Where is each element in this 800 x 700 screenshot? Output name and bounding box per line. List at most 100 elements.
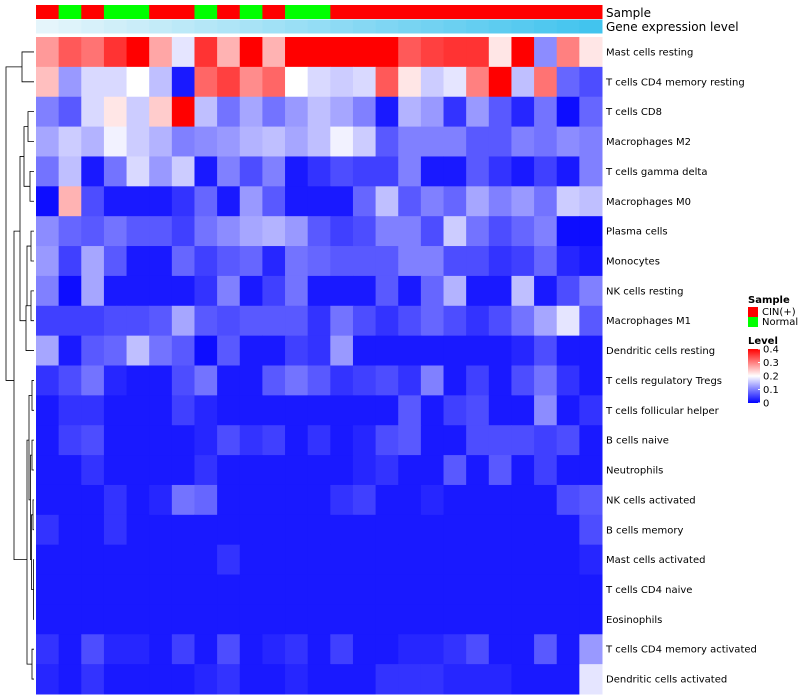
heatmap-cell [149, 305, 173, 337]
gene-expression-annotation-cell [217, 19, 241, 34]
heatmap-cell [126, 186, 150, 217]
heatmap-cell [239, 484, 263, 516]
heatmap-cell [307, 634, 331, 665]
heatmap-cell [285, 246, 309, 277]
heatmap-cell [239, 574, 263, 605]
heatmap-cell [58, 66, 82, 98]
heatmap-cell [488, 305, 512, 337]
heatmap-cell [534, 664, 558, 695]
row-label: Macrophages M2 [606, 137, 691, 148]
heatmap-cell [217, 425, 241, 456]
heatmap-cell [443, 335, 467, 366]
heatmap-cell [420, 275, 445, 307]
heatmap-cell [375, 335, 399, 366]
heatmap-cell [579, 216, 603, 247]
heatmap-cell [262, 275, 286, 307]
heatmap-cell [330, 275, 354, 307]
heatmap-cell [239, 246, 263, 277]
heatmap-cell [194, 246, 218, 277]
heatmap-cell [149, 544, 173, 576]
heatmap-cell [511, 275, 535, 307]
heatmap-cell [239, 604, 263, 635]
heatmap-cell [579, 484, 603, 516]
legend-sample-swatch [748, 307, 758, 317]
heatmap-cell [58, 335, 82, 366]
heatmap-cell [126, 544, 150, 576]
heatmap-cell [194, 156, 218, 187]
heatmap-cell [171, 634, 195, 665]
heatmap-cell [375, 664, 399, 695]
heatmap-cell [579, 246, 603, 277]
row-label: Dendritic cells activated [606, 675, 727, 686]
heatmap-cell [58, 425, 82, 456]
row-label: Eosinophils [606, 615, 662, 626]
heatmap-cell [534, 246, 558, 277]
sample-annotation-cell [285, 5, 309, 19]
heatmap-cell [149, 126, 173, 157]
heatmap-cell [58, 514, 82, 546]
heatmap-cell [330, 96, 354, 128]
heatmap-cell [511, 156, 535, 187]
heatmap-cell [443, 96, 467, 128]
heatmap-cell [466, 574, 490, 605]
legend-sample-label: CIN(+) [762, 307, 796, 318]
sample-annotation-cell [58, 5, 82, 19]
heatmap-cell [420, 544, 445, 576]
heatmap-cell [149, 574, 173, 605]
heatmap-cell [58, 126, 82, 157]
legend-level-tick-label: 0.2 [763, 372, 779, 383]
heatmap-cell [194, 275, 218, 307]
heatmap-cell [126, 574, 150, 605]
heatmap-cell [534, 574, 558, 605]
heatmap-cell [511, 126, 535, 157]
heatmap-cell [330, 634, 354, 665]
heatmap-cell [239, 186, 263, 217]
heatmap-cell [511, 544, 535, 576]
heatmap-cell [443, 365, 467, 396]
heatmap-cell [194, 216, 218, 247]
heatmap-cell [262, 156, 286, 187]
heatmap-cell [262, 305, 286, 337]
heatmap-cell [217, 604, 241, 635]
heatmap-cell [217, 305, 241, 337]
heatmap-cell [375, 484, 399, 516]
dendrogram-branch [27, 111, 34, 142]
heatmap-cell [534, 156, 558, 187]
heatmap-cell [58, 305, 82, 337]
heatmap-cell [81, 425, 105, 456]
heatmap-cell [36, 156, 60, 187]
gene-expression-annotation-cell [36, 19, 60, 34]
heatmap-cell [307, 395, 331, 426]
heatmap-cell [194, 186, 218, 217]
sample-annotation-cell [488, 5, 512, 19]
heatmap-cell [398, 604, 422, 635]
heatmap-cell [488, 335, 512, 366]
heatmap-cell [375, 96, 399, 128]
heatmap-cell [171, 514, 195, 546]
heatmap-cell [307, 335, 331, 366]
heatmap-cell [511, 514, 535, 546]
heatmap-cell [420, 246, 445, 277]
heatmap-cell [81, 634, 105, 665]
heatmap-cell [239, 305, 263, 337]
heatmap-cell [81, 574, 105, 605]
heatmap-cell [556, 604, 580, 635]
heatmap-cell [81, 216, 105, 247]
heatmap-cell [307, 305, 331, 337]
heatmap-cell [149, 275, 173, 307]
heatmap-cell [103, 604, 128, 635]
heatmap-cell [217, 186, 241, 217]
gene-expression-annotation-cell [262, 19, 286, 34]
heatmap-cell [466, 395, 490, 426]
heatmap-cell [352, 455, 377, 486]
heatmap-cell [217, 395, 241, 426]
heatmap-cell [443, 455, 467, 486]
heatmap-cell [352, 216, 377, 247]
heatmap-cell [81, 156, 105, 187]
heatmap-cell [330, 395, 354, 426]
heatmap-cell [488, 604, 512, 635]
legend-sample-swatch [748, 317, 758, 327]
heatmap-cell [126, 395, 150, 426]
heatmap-cell [330, 186, 354, 217]
heatmap-cell [466, 66, 490, 98]
